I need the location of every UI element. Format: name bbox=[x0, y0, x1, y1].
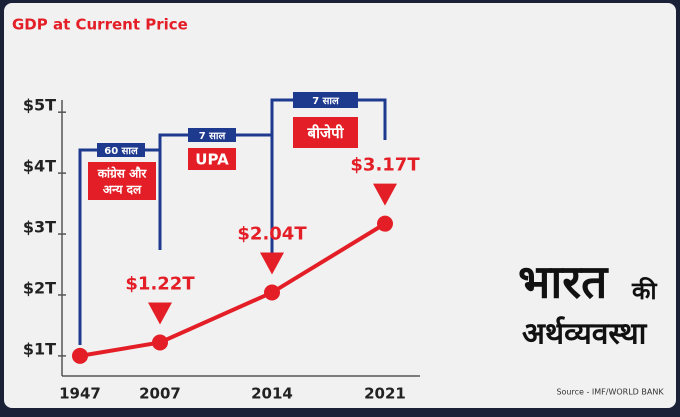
period-party: बीजेपी bbox=[307, 124, 345, 142]
y-tick-label: $3T bbox=[23, 218, 56, 237]
period-duration-box bbox=[188, 128, 236, 142]
x-tick-label: 2014 bbox=[251, 385, 293, 403]
period-party-box bbox=[293, 117, 358, 148]
pointer bbox=[260, 252, 284, 275]
period-duration: 7 साल bbox=[312, 96, 340, 107]
brand-suffix: की bbox=[631, 277, 657, 305]
period-party: कांग्रेस और bbox=[97, 167, 148, 181]
point bbox=[377, 215, 393, 232]
y-tick-label: $5T bbox=[23, 96, 56, 115]
period-duration: 7 साल bbox=[199, 131, 227, 142]
point bbox=[264, 284, 280, 301]
period-party: अन्य दल bbox=[103, 183, 142, 197]
period-party-box bbox=[88, 162, 156, 200]
source: Source - IMF/WORLD BANK bbox=[556, 388, 664, 397]
panel bbox=[4, 3, 676, 408]
y-tick-label: $1T bbox=[23, 339, 56, 358]
point bbox=[152, 334, 168, 351]
pointer bbox=[148, 302, 172, 325]
period-party: UPA bbox=[195, 151, 229, 169]
period-party-box bbox=[188, 148, 236, 170]
value-label: $3.17T bbox=[350, 155, 420, 176]
line bbox=[79, 221, 387, 358]
period-duration: 60 साल bbox=[104, 146, 139, 157]
brand-sub: अर्थव्यवस्था bbox=[522, 316, 648, 352]
x-tick-label: 2021 bbox=[364, 385, 406, 403]
pointer bbox=[373, 183, 397, 206]
brand-main: भारत bbox=[518, 255, 609, 309]
chart-title: GDP at Current Price bbox=[12, 16, 188, 34]
period-duration-box bbox=[97, 143, 145, 157]
x-tick-label: 2007 bbox=[139, 385, 181, 403]
value-label: $1.22T bbox=[125, 273, 195, 294]
x-tick-label: 1947 bbox=[59, 385, 101, 403]
point bbox=[72, 347, 88, 364]
y-tick-label: $4T bbox=[23, 157, 56, 176]
period-duration-box bbox=[293, 92, 358, 108]
value-label: $2.04T bbox=[237, 224, 307, 245]
y-tick-label: $2T bbox=[23, 278, 56, 297]
